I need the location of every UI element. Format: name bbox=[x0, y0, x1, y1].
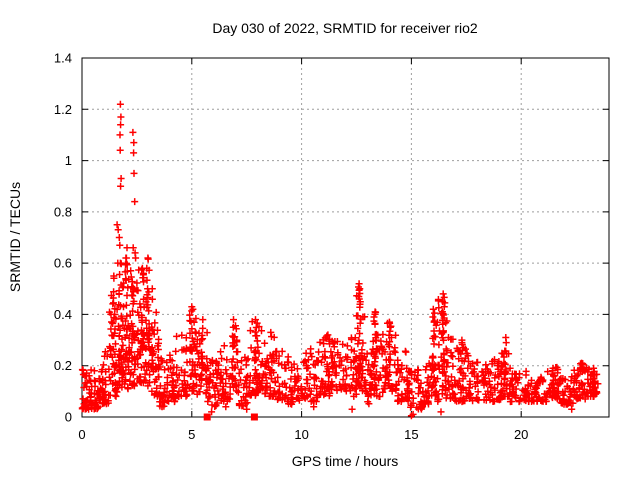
zero-square-marker bbox=[250, 413, 258, 421]
y-axis-label: SRMTID / TECUs bbox=[7, 182, 23, 292]
plot-border-layer bbox=[81, 57, 610, 418]
y-tick-label: 1.4 bbox=[54, 51, 72, 66]
plot-border bbox=[81, 57, 610, 418]
y-tick-label: 0.2 bbox=[54, 358, 72, 373]
axis-ticks bbox=[81, 57, 609, 418]
tick-layer bbox=[81, 57, 609, 418]
x-tick-label: 0 bbox=[78, 427, 85, 442]
zero-square-marker bbox=[203, 413, 211, 421]
y-tick-label: 1 bbox=[65, 153, 72, 168]
y-tick-label: 0.8 bbox=[54, 204, 72, 219]
x-axis-label: GPS time / hours bbox=[292, 453, 399, 469]
x-tick-label: 15 bbox=[404, 427, 418, 442]
x-tick-label: 10 bbox=[294, 427, 308, 442]
scatter-data-layer bbox=[78, 100, 602, 421]
chart-title: Day 030 of 2022, SRMTID for receiver rio… bbox=[212, 20, 478, 36]
x-tick-label: 20 bbox=[514, 427, 528, 442]
tick-label-layer: 0 5 10 15 20 0 0.2 0.4 0.6 0.8 1 1.2 1.4 bbox=[54, 51, 529, 443]
y-tick-label: 0.6 bbox=[54, 256, 72, 271]
y-tick-label: 0 bbox=[65, 410, 72, 425]
y-tick-label: 1.2 bbox=[54, 102, 72, 117]
scatter-plus-markers bbox=[78, 100, 602, 420]
y-tick-label: 0.4 bbox=[54, 307, 72, 322]
x-tick-label: 5 bbox=[188, 427, 195, 442]
